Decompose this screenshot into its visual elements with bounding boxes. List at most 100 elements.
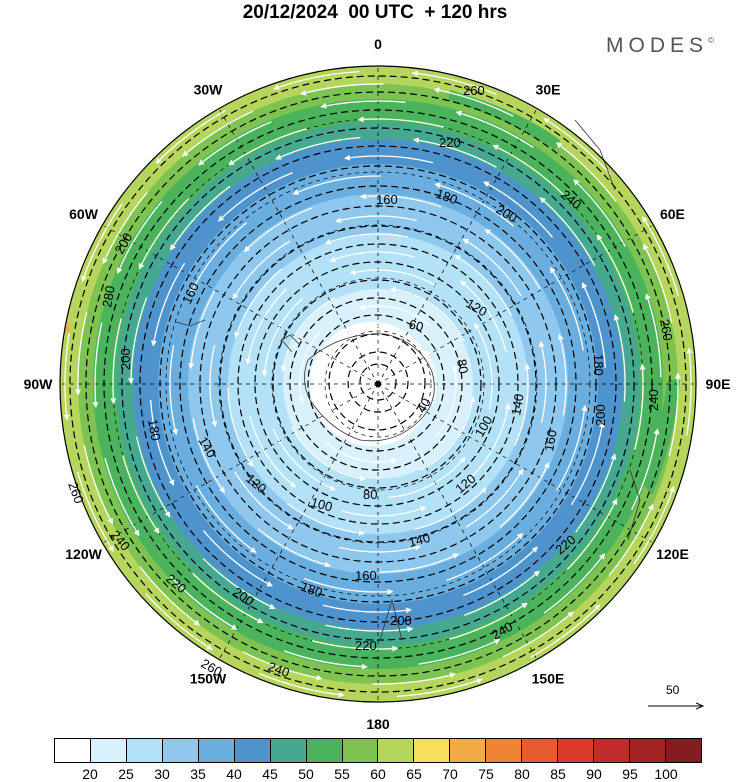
colorbar-swatch [450,739,487,762]
wind-streamline [303,577,394,595]
wind-streamline [242,651,323,681]
modes-logo: MODES© [606,34,714,58]
wind-streamline [344,325,400,337]
colorbar-tick-label: 90 [586,766,602,782]
colorbar-swatch [342,739,379,762]
wind-streamline [138,198,190,270]
wind-streamline [76,471,114,552]
wind-streamline [575,453,617,533]
wind-streamline [190,222,247,294]
wind-streamline [329,251,415,262]
wind-streamline [411,70,497,96]
wind-streamline [122,455,160,534]
wind-streamline [459,280,507,353]
reference-vector-label: 50 [666,683,680,697]
colorbar-tick-label: 55 [334,766,350,782]
wind-streamline [338,544,422,553]
wind-streamline [435,364,458,438]
wind-streamline [188,290,216,370]
colorbar-tick-label: 50 [298,766,314,782]
contour-label: 220 [355,638,377,653]
longitude-label: 30W [194,82,224,98]
wind-streamline [634,363,646,451]
contour-label: 240 [266,659,292,681]
colorbar-swatch [306,739,343,762]
wind-streamline [144,593,213,650]
wind-streamline [449,602,528,640]
wind-streamline [631,428,660,510]
wind-streamline [234,268,283,339]
colorbar-swatch [55,739,91,762]
wind-streamline [633,485,675,565]
wind-streamline [319,362,331,418]
wind-streamline [155,110,226,164]
wind-streamline [566,498,618,570]
contour-label: 180 [434,186,460,208]
wind-streamline [170,185,231,251]
colorbar-tick-label: 85 [550,766,566,782]
wind-streamline [555,142,617,202]
colorbar-swatch [486,739,523,762]
colorbar-swatch [414,739,451,762]
wind-streamline [170,576,238,630]
map-title: 20/12/2024 00 UTC + 120 hrs [242,2,508,23]
contour-label: 180 [145,418,164,442]
colorbar-swatch [665,739,701,762]
wind-streamline [334,215,418,224]
wind-streamline [182,110,254,157]
contour-label: 100 [309,494,334,514]
wind-streamline [116,200,163,275]
wind-streamline [273,70,360,90]
wind-streamline [202,558,276,610]
wind-streamline [261,297,304,377]
wind-streamline [149,399,175,486]
colorbar-tick-label: 45 [262,766,278,782]
wind-streamline [128,297,148,385]
wind-streamline [465,468,524,528]
wind-streamline [272,428,336,491]
wind-streamline [434,182,515,227]
wind-streamline [63,332,70,421]
wind-streamline [198,121,272,166]
wind-streamline [104,457,140,537]
contour-label: 160 [355,568,377,583]
wind-streamline [92,322,103,408]
longitude-label: 150E [532,670,565,686]
wind-streamline [543,553,606,614]
wind-streamline [464,570,540,617]
wind-streamline [300,83,384,96]
wind-streamline [359,193,442,208]
colorbar-tick-label: 20 [82,766,98,782]
wind-streamline [192,572,264,624]
logo-text: MODES [606,34,709,57]
wind-streamline [320,100,406,109]
wind-streamline [292,175,381,195]
wind-streamline [337,383,357,418]
colorbar-swatch [234,739,271,762]
wind-streamline [135,436,171,518]
wind-streamline [433,87,514,117]
colorbar-tick-label: 60 [370,766,386,782]
contour-label: 260 [463,83,485,98]
wind-streamline [102,192,148,265]
wind-streamline [484,229,541,290]
wind-streamline [390,286,465,342]
contour-label: 80 [363,487,377,502]
contour-label: 260 [65,480,87,506]
wind-streamline [280,297,336,372]
wind-streamline [344,154,434,164]
wind-streamline [463,546,539,597]
longitude-label: 90E [706,376,731,392]
wind-streamline [243,207,313,253]
wind-streamline [538,340,547,424]
colorbar-swatch [522,739,559,762]
colorbar-tick-label: 30 [154,766,170,782]
wind-streamline [298,330,321,404]
contour-label: 220 [439,135,461,150]
wind-streamline [455,110,534,148]
wind-streamline [399,350,419,385]
longitude-label: 90W [24,376,54,392]
wind-streamline [414,487,487,531]
wind-streamline [418,639,501,665]
wind-streamline [668,372,681,457]
